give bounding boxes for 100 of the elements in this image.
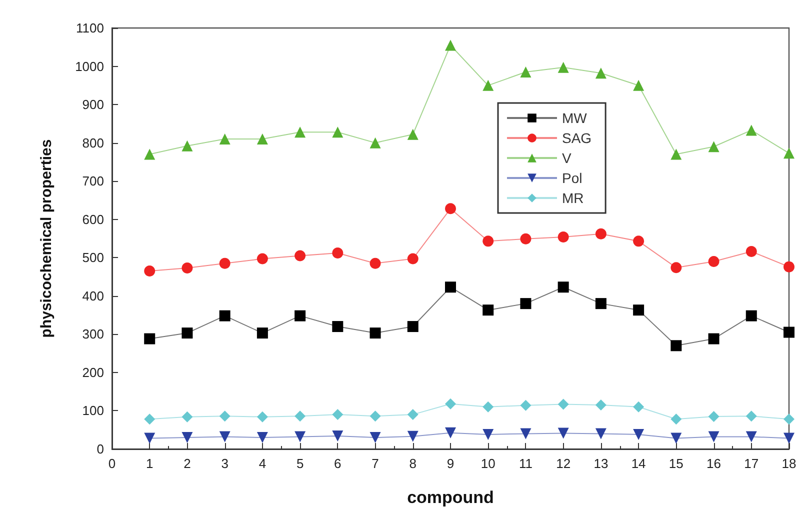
- y-tick-label: 500: [82, 250, 104, 266]
- point: [332, 430, 344, 442]
- point: [144, 432, 156, 444]
- point: [445, 282, 456, 293]
- point: [256, 411, 268, 422]
- point: [370, 137, 381, 148]
- x-tick-label: 6: [334, 456, 342, 471]
- point: [332, 126, 344, 138]
- point: [520, 233, 532, 244]
- point: [670, 148, 682, 160]
- point: [708, 333, 720, 344]
- point: [370, 328, 381, 339]
- point: [633, 304, 644, 316]
- point: [370, 410, 381, 422]
- point: [445, 398, 456, 410]
- point: [482, 304, 494, 316]
- x-tick-label: 14: [631, 456, 646, 471]
- point: [670, 340, 682, 352]
- point: [746, 124, 757, 136]
- x-tick-label: 9: [446, 456, 454, 471]
- x-tick-label: 17: [744, 456, 759, 471]
- y-tick-label: 100: [82, 403, 104, 418]
- point: [182, 411, 193, 422]
- point: [219, 258, 230, 269]
- point: [708, 141, 720, 152]
- y-tick-label: 900: [82, 97, 104, 112]
- point: [633, 80, 644, 91]
- point: [332, 321, 344, 332]
- legend-label: MW: [562, 110, 588, 126]
- x-tick-label: 2: [184, 456, 191, 471]
- point: [595, 399, 606, 410]
- point: [182, 140, 193, 152]
- y-tick-label: 600: [82, 212, 104, 227]
- point: [332, 248, 344, 259]
- point: [482, 236, 494, 247]
- point: [708, 256, 720, 267]
- y-tick-label: 400: [82, 288, 104, 304]
- x-tick-label: 13: [594, 456, 608, 471]
- point: [407, 253, 418, 264]
- point: [520, 428, 532, 440]
- point: [746, 246, 757, 258]
- point: [595, 428, 606, 440]
- point: [407, 128, 418, 140]
- point: [595, 298, 606, 310]
- point: [633, 236, 644, 247]
- point: [482, 80, 494, 91]
- point: [182, 262, 193, 274]
- point: [256, 432, 268, 444]
- point: [445, 203, 456, 214]
- point: [520, 298, 532, 310]
- x-tick-label: 1: [146, 456, 154, 471]
- x-tick-label: 10: [480, 456, 496, 471]
- x-tick-label: 5: [296, 456, 304, 471]
- y-tick-label: 800: [82, 135, 104, 150]
- legend-label: Pol: [562, 170, 582, 186]
- x-tick-label: 7: [372, 456, 379, 471]
- point: [784, 148, 794, 159]
- y-tick-label: 1000: [75, 58, 104, 74]
- point: [407, 409, 418, 420]
- point: [294, 126, 306, 138]
- x-tick-label: 15: [668, 456, 684, 471]
- x-tick-label: 0: [108, 456, 116, 471]
- x-tick-label: 4: [258, 456, 266, 471]
- point: [633, 401, 644, 412]
- point: [595, 228, 606, 240]
- point: [558, 428, 569, 439]
- x-axis-title: compound: [407, 488, 494, 507]
- legend-label: SAG: [562, 130, 592, 146]
- point: [445, 427, 456, 438]
- y-axis-title: physicochemical properties: [38, 139, 55, 338]
- point: [219, 431, 230, 442]
- point: [294, 310, 306, 322]
- y-tick-label: 200: [82, 364, 104, 380]
- point: [558, 62, 569, 73]
- point: [219, 133, 230, 144]
- point: [144, 414, 156, 425]
- y-tick-label: 700: [82, 174, 104, 189]
- point: [558, 398, 569, 410]
- x-tick-label: 3: [221, 456, 228, 471]
- point: [144, 266, 156, 277]
- point: [595, 68, 606, 79]
- point: [482, 401, 494, 412]
- point: [144, 333, 156, 344]
- point: [482, 428, 494, 440]
- point: [784, 261, 794, 272]
- point: [708, 410, 720, 422]
- y-tick-label: 1100: [76, 20, 104, 36]
- point: [558, 231, 569, 242]
- point: [784, 414, 794, 425]
- x-tick-label: 16: [706, 456, 722, 471]
- point: [407, 321, 418, 332]
- point: [256, 328, 268, 339]
- point: [784, 432, 794, 444]
- point: [219, 310, 230, 322]
- y-tick-label: 300: [82, 326, 104, 342]
- point: [370, 258, 381, 269]
- point: [407, 430, 418, 442]
- point: [294, 410, 306, 422]
- point: [784, 326, 794, 338]
- point: [144, 148, 156, 160]
